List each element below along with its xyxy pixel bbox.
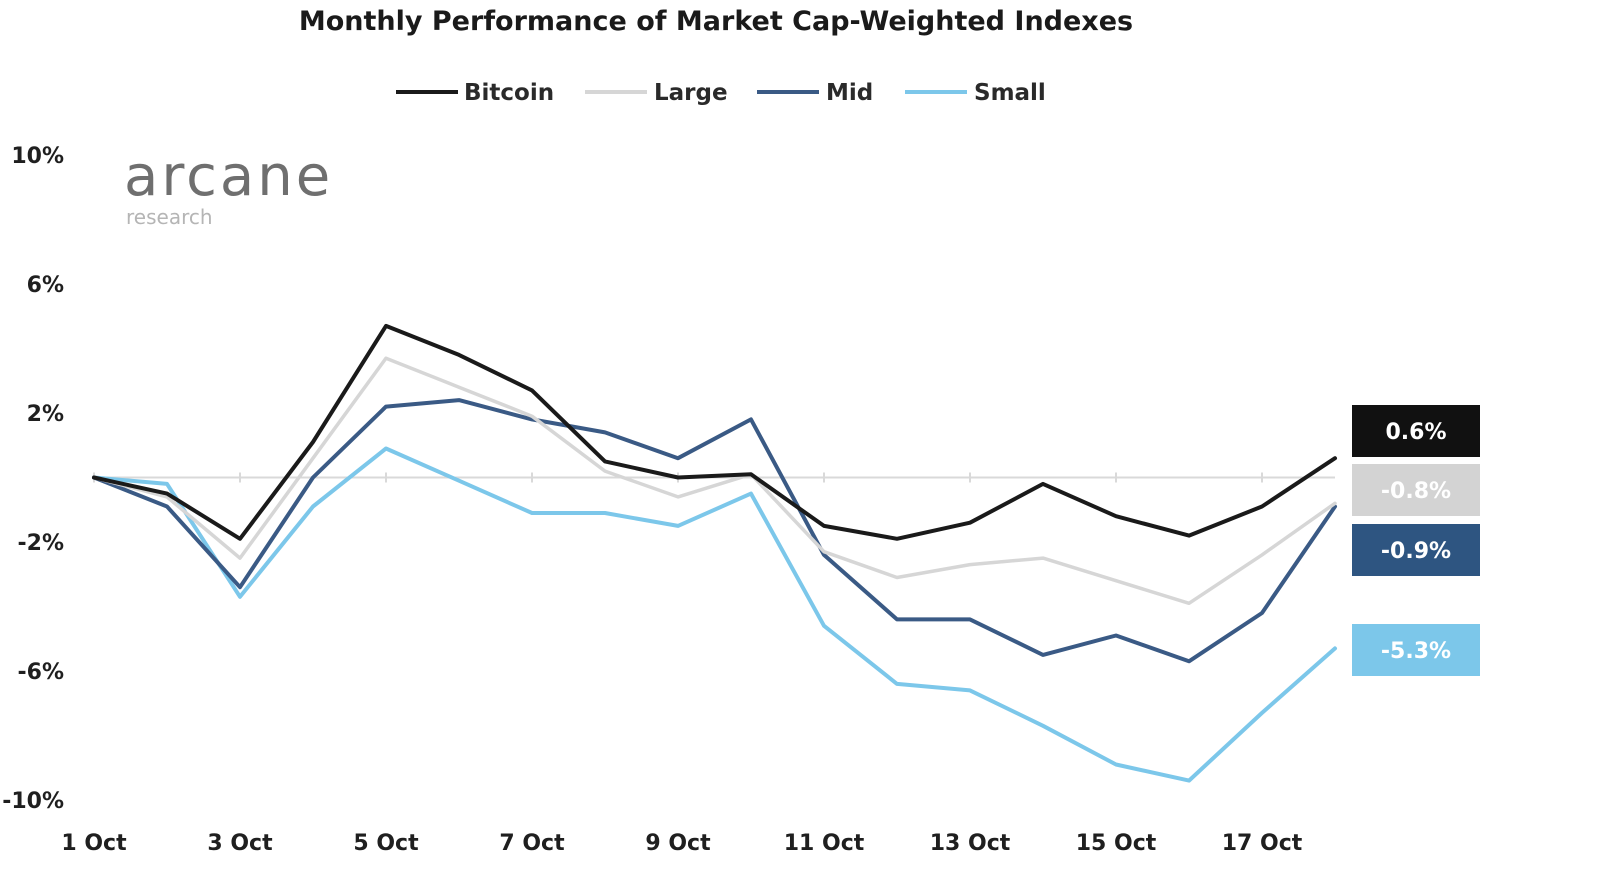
x-tick-label: 15 Oct (1076, 831, 1157, 856)
legend-label-large: Large (654, 80, 728, 106)
series-line-bitcoin (92, 323, 1337, 541)
end-label-text-mid: -0.9% (1381, 539, 1451, 564)
x-tick-label: 9 Oct (645, 831, 711, 856)
series-line-small (92, 446, 1337, 783)
logo-wordmark: arcane (124, 144, 333, 209)
legend-label-mid: Mid (826, 80, 873, 106)
end-label-badge-small (1352, 624, 1480, 676)
chart-title: Monthly Performance of Market Cap-Weight… (299, 6, 1133, 37)
series-line-large (92, 356, 1337, 606)
end-label-badge-large (1352, 464, 1480, 516)
y-tick-label: -2% (18, 531, 64, 556)
end-label-text-small: -5.3% (1381, 639, 1451, 664)
legend-label-small: Small (974, 80, 1046, 106)
y-tick-label: 2% (27, 402, 64, 427)
y-tick-label: 6% (27, 273, 64, 298)
y-axis: 10% 6% 2% -2% -6% -10% (2, 144, 64, 814)
x-tick-label: 11 Oct (784, 831, 865, 856)
chart-legend: Bitcoin Large Mid Small (396, 80, 1046, 106)
y-tick-label: 10% (11, 144, 64, 169)
x-tick-label: 3 Oct (207, 831, 273, 856)
end-value-labels: 0.6% -0.8% -0.9% -5.3% (1352, 405, 1480, 676)
end-label-badge-mid (1352, 524, 1480, 576)
legend-label-bitcoin: Bitcoin (464, 80, 554, 106)
x-tick-label: 13 Oct (930, 831, 1011, 856)
x-tick-label: 7 Oct (499, 831, 565, 856)
x-axis: 1 Oct 3 Oct 5 Oct 7 Oct 9 Oct 11 Oct 13 Oct 15 … (61, 831, 1302, 856)
end-label-text-large: -0.8% (1381, 479, 1451, 504)
end-label-text-bitcoin: 0.6% (1385, 420, 1446, 445)
y-tick-label: -10% (2, 789, 64, 814)
x-tick-label: 1 Oct (61, 831, 127, 856)
end-label-badge-bitcoin (1352, 405, 1480, 457)
x-tick-label: 17 Oct (1222, 831, 1303, 856)
series-line-mid (92, 398, 1337, 664)
series-lines (92, 323, 1337, 783)
arcane-research-logo: arcane research (124, 144, 333, 229)
logo-subtitle: research (126, 205, 213, 229)
x-tick-label: 5 Oct (353, 831, 419, 856)
y-tick-label: -6% (18, 660, 64, 685)
